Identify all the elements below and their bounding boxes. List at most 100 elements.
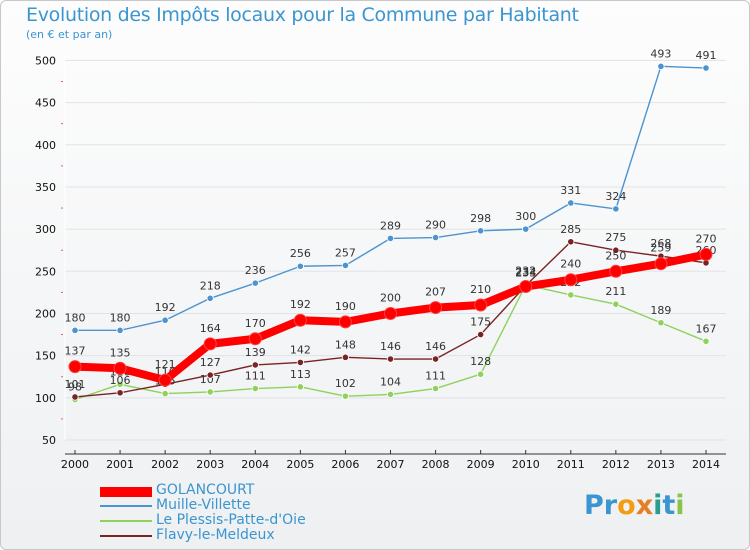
data-point-muille-villette-2003 bbox=[206, 294, 214, 302]
proxiti-logo: Proxiti bbox=[584, 490, 685, 521]
data-point-le-plessis-patte-d-oie-2009 bbox=[477, 370, 485, 378]
data-label-le-plessis-patte-d-oie-2004: 111 bbox=[245, 370, 266, 383]
data-label-le-plessis-patte-d-oie-2006: 102 bbox=[335, 377, 356, 390]
x-tick-label-2008: 2008 bbox=[422, 458, 450, 471]
legend-swatch-muille-villette bbox=[100, 505, 152, 507]
data-label-golancourt-2013: 259 bbox=[650, 242, 671, 255]
logo-letter-6: i bbox=[675, 490, 685, 521]
data-point-muille-villette-2014 bbox=[702, 64, 710, 72]
data-label-flavy-le-meldeux-2013: 268 bbox=[650, 237, 671, 250]
data-label-muille-villette-2010: 300 bbox=[515, 210, 536, 223]
data-label-muille-villette-2003: 218 bbox=[200, 279, 221, 292]
data-label-le-plessis-patte-d-oie-2005: 113 bbox=[290, 368, 311, 381]
data-point-muille-villette-2002 bbox=[161, 316, 169, 324]
logo-letter-1: r bbox=[603, 490, 618, 521]
data-point-golancourt-2012 bbox=[609, 264, 623, 278]
data-label-le-plessis-patte-d-oie-2010: 234 bbox=[515, 266, 536, 279]
x-tick-label-2006: 2006 bbox=[331, 458, 359, 471]
logo-letter-5: t bbox=[662, 490, 676, 521]
x-tick-label-2005: 2005 bbox=[286, 458, 314, 471]
data-point-le-plessis-patte-d-oie-2008 bbox=[431, 384, 440, 393]
data-point-golancourt-2011 bbox=[564, 273, 578, 287]
data-point-le-plessis-patte-d-oie-2011 bbox=[567, 291, 575, 299]
data-label-le-plessis-patte-d-oie-2013: 189 bbox=[650, 304, 671, 317]
data-label-golancourt-2010: 232 bbox=[515, 264, 536, 277]
data-point-le-plessis-patte-d-oie-2006 bbox=[341, 392, 350, 400]
data-point-flavy-le-meldeux-2009 bbox=[477, 330, 485, 339]
data-point-muille-villette-2006 bbox=[341, 261, 350, 269]
data-point-flavy-le-meldeux-2004 bbox=[251, 361, 259, 369]
data-point-muille-villette-2000 bbox=[71, 326, 79, 334]
data-point-le-plessis-patte-d-oie-2004 bbox=[251, 384, 259, 393]
legend-swatch-le-plessis-patte-d-oie bbox=[100, 520, 152, 522]
data-point-golancourt-2008 bbox=[429, 301, 443, 315]
x-tick-label-2011: 2011 bbox=[557, 458, 585, 471]
data-label-golancourt-2000: 137 bbox=[65, 345, 86, 358]
data-point-golancourt-2004 bbox=[248, 332, 262, 346]
data-point-golancourt-2007 bbox=[384, 306, 397, 320]
data-point-muille-villette-2012 bbox=[612, 205, 620, 213]
y-tick-label-100: 100 bbox=[35, 392, 56, 405]
data-label-muille-villette-2002: 192 bbox=[155, 301, 176, 314]
chart-title: Evolution des Impôts locaux pour la Comm… bbox=[26, 4, 579, 26]
data-label-golancourt-2012: 250 bbox=[605, 249, 626, 262]
data-label-flavy-le-meldeux-2012: 275 bbox=[605, 231, 626, 244]
data-point-muille-villette-2005 bbox=[296, 262, 304, 270]
x-tick-label-2002: 2002 bbox=[151, 458, 179, 471]
data-label-flavy-le-meldeux-2000: 101 bbox=[65, 378, 86, 391]
data-label-flavy-le-meldeux-2003: 127 bbox=[200, 356, 221, 369]
data-label-golancourt-2002: 121 bbox=[155, 358, 176, 371]
data-point-le-plessis-patte-d-oie-2014 bbox=[702, 337, 710, 345]
data-label-le-plessis-patte-d-oie-2000: 98 bbox=[68, 381, 82, 394]
data-label-golancourt-2009: 210 bbox=[470, 283, 491, 296]
data-label-golancourt-2003: 164 bbox=[200, 322, 221, 335]
data-label-golancourt-2011: 240 bbox=[560, 258, 581, 271]
data-point-flavy-le-meldeux-2011 bbox=[567, 238, 575, 246]
data-point-golancourt-2006 bbox=[338, 315, 352, 329]
data-label-le-plessis-patte-d-oie-2014: 167 bbox=[696, 322, 717, 335]
legend-swatch-flavy-le-meldeux bbox=[100, 535, 152, 537]
data-label-flavy-le-meldeux-2006: 148 bbox=[335, 338, 356, 351]
data-label-flavy-le-meldeux-2007: 146 bbox=[380, 340, 401, 353]
data-point-golancourt-2003 bbox=[203, 337, 217, 351]
data-point-muille-villette-2001 bbox=[116, 326, 124, 334]
data-label-golancourt-2008: 207 bbox=[425, 286, 446, 299]
x-tick-label-2004: 2004 bbox=[241, 458, 269, 471]
data-label-le-plessis-patte-d-oie-2007: 104 bbox=[380, 375, 401, 388]
x-tick-label-2009: 2009 bbox=[467, 458, 495, 471]
data-point-muille-villette-2011 bbox=[567, 199, 575, 207]
data-point-muille-villette-2008 bbox=[431, 233, 440, 242]
x-tick-label-2012: 2012 bbox=[602, 458, 630, 471]
y-tick-label-500: 500 bbox=[35, 54, 56, 67]
y-tick-label-50: 50 bbox=[42, 434, 56, 447]
data-point-muille-villette-2009 bbox=[477, 227, 485, 235]
data-point-le-plessis-patte-d-oie-2002 bbox=[161, 390, 169, 398]
data-point-muille-villette-2004 bbox=[251, 279, 259, 287]
x-tick-label-2001: 2001 bbox=[106, 458, 134, 471]
chart-subtitle: (en € et par an) bbox=[26, 28, 113, 41]
data-point-golancourt-2010 bbox=[519, 279, 533, 293]
data-label-flavy-le-meldeux-2011: 285 bbox=[560, 223, 581, 236]
data-label-muille-villette-2001: 180 bbox=[110, 311, 131, 324]
logo-letter-3: x bbox=[635, 490, 654, 521]
legend-label-golancourt: GOLANCOURT bbox=[156, 482, 255, 498]
data-point-muille-villette-2013 bbox=[657, 62, 665, 70]
data-label-muille-villette-2011: 331 bbox=[560, 184, 581, 197]
data-label-golancourt-2014: 270 bbox=[696, 232, 717, 245]
legend-swatch-golancourt bbox=[100, 487, 152, 497]
data-label-muille-villette-2005: 256 bbox=[290, 247, 311, 260]
data-point-flavy-le-meldeux-2012 bbox=[612, 246, 620, 254]
data-point-flavy-le-meldeux-2007 bbox=[386, 355, 395, 363]
data-label-golancourt-2001: 135 bbox=[110, 346, 131, 359]
x-tick-label-2013: 2013 bbox=[647, 458, 675, 471]
x-tick-label-2007: 2007 bbox=[377, 458, 405, 471]
legend-label-muille-villette: Muille-Villette bbox=[156, 497, 251, 513]
data-point-golancourt-2014 bbox=[699, 247, 713, 261]
data-point-le-plessis-patte-d-oie-2005 bbox=[296, 383, 304, 391]
data-point-flavy-le-meldeux-2006 bbox=[341, 353, 350, 361]
data-point-golancourt-2000 bbox=[68, 360, 82, 374]
data-point-muille-villette-2010 bbox=[522, 225, 530, 233]
y-tick-label-350: 350 bbox=[35, 181, 56, 194]
data-point-flavy-le-meldeux-2001 bbox=[116, 389, 124, 397]
data-point-le-plessis-patte-d-oie-2003 bbox=[206, 388, 214, 396]
